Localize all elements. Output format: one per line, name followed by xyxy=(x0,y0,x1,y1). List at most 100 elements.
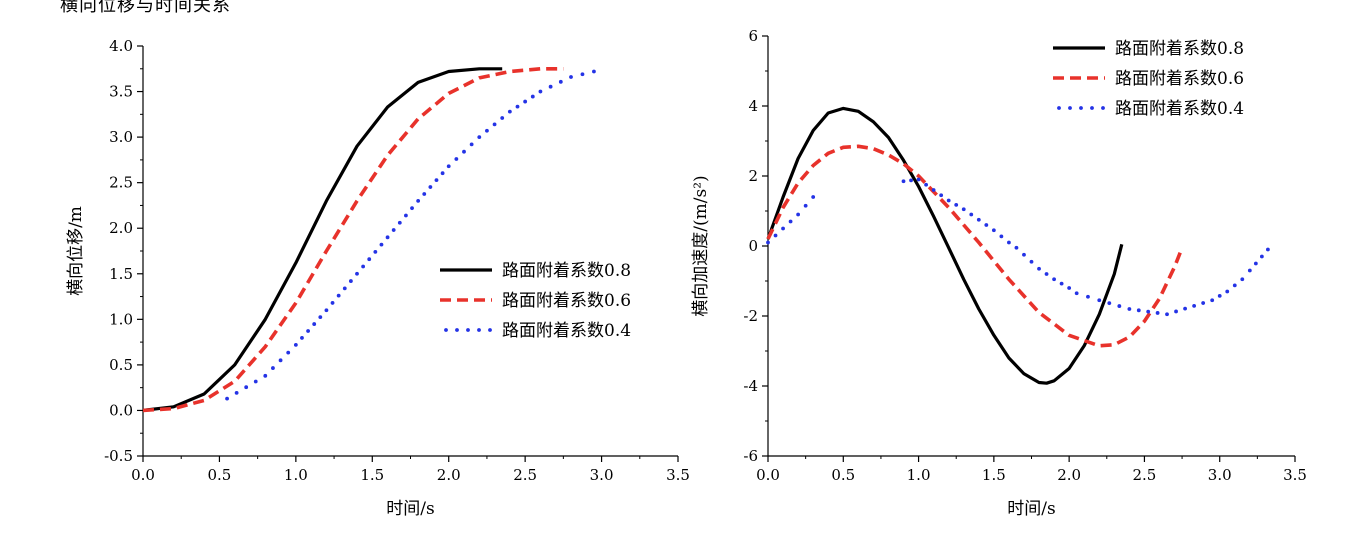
data-point xyxy=(788,219,793,224)
data-point xyxy=(286,350,291,355)
series-s08-line xyxy=(766,106,1124,385)
data-point xyxy=(1146,309,1151,314)
data-point xyxy=(931,188,936,192)
data-point xyxy=(1253,261,1258,266)
data-point xyxy=(766,240,770,245)
data-point xyxy=(330,301,335,305)
data-point xyxy=(1029,259,1034,264)
y-tick-label: 0 xyxy=(748,237,758,255)
data-point xyxy=(492,122,497,127)
data-point xyxy=(530,94,535,99)
legend-label-s04: 路面附着系数0.4 xyxy=(502,321,631,341)
data-point xyxy=(500,116,505,120)
data-point xyxy=(901,179,906,184)
data-point xyxy=(391,228,396,232)
legend: 路面附着系数0.8 路面附着系数0.6 路面附着系数0.4 xyxy=(1053,39,1244,119)
data-point xyxy=(1232,283,1237,288)
data-point xyxy=(385,235,390,240)
data-point xyxy=(1240,277,1245,282)
data-point xyxy=(580,72,585,77)
x-tick-label: 0.0 xyxy=(756,466,780,484)
top-caption: 横向位移与时间关系 xyxy=(60,0,231,16)
data-point xyxy=(410,206,414,211)
legend-label-s08: 路面附着系数0.8 xyxy=(502,261,631,281)
data-point xyxy=(1086,294,1090,299)
legend-swatch-dot xyxy=(1079,106,1083,110)
data-point xyxy=(355,271,359,276)
data-point xyxy=(306,329,310,333)
data-point xyxy=(1210,298,1215,303)
data-point xyxy=(263,373,268,378)
data-point xyxy=(1037,266,1041,271)
data-point xyxy=(454,157,459,161)
y-tick-label: 6 xyxy=(748,27,758,45)
series-s08-line xyxy=(142,67,503,412)
data-point xyxy=(916,177,921,182)
x-tick-label: 1.5 xyxy=(360,466,384,484)
x-tick-label: 3.0 xyxy=(590,466,614,484)
data-point xyxy=(558,79,563,84)
data-point xyxy=(342,286,347,291)
y-tick-label: 0.0 xyxy=(109,401,133,419)
data-point xyxy=(1022,252,1026,257)
data-point xyxy=(253,379,258,384)
x-tick-label: 1.5 xyxy=(982,466,1006,484)
data-point xyxy=(939,193,944,198)
y-tick-label: 3.0 xyxy=(109,128,133,146)
y-tick-label: 2.0 xyxy=(109,219,133,237)
data-point xyxy=(1007,240,1011,245)
data-point xyxy=(946,198,951,203)
legend-swatch-dot xyxy=(477,328,481,332)
data-point xyxy=(234,391,239,395)
data-point xyxy=(569,75,573,79)
data-point xyxy=(1067,286,1072,290)
data-point xyxy=(1117,304,1122,308)
legend-label-s08: 路面附着系数0.8 xyxy=(1115,39,1244,59)
data-point xyxy=(999,234,1004,239)
data-point xyxy=(373,250,378,254)
legend-label-s04: 路面附着系数0.4 xyxy=(1115,99,1244,119)
data-point xyxy=(984,223,989,227)
data-point xyxy=(271,366,275,370)
y-tick-label: 2.5 xyxy=(109,174,133,192)
data-point xyxy=(924,182,928,187)
legend-swatch-dot xyxy=(455,328,459,332)
legend-swatch-dot xyxy=(466,328,470,332)
x-tick-label: 0.5 xyxy=(207,466,231,484)
x-tick-label: 0.5 xyxy=(831,466,855,484)
y-tick-label: -6 xyxy=(743,447,758,465)
data-point xyxy=(1059,281,1064,286)
data-point xyxy=(462,149,466,154)
data-point xyxy=(446,164,451,169)
data-point xyxy=(1183,306,1187,311)
x-tick-label: 3.5 xyxy=(666,466,690,484)
y-tick-label: -0.5 xyxy=(104,447,133,465)
data-point xyxy=(1247,268,1252,273)
data-point xyxy=(969,212,974,217)
y-axis-title: 横向加速度/(m/s²) xyxy=(691,175,711,316)
y-tick-label: -2 xyxy=(743,307,758,325)
data-point xyxy=(507,109,512,114)
data-point xyxy=(1174,309,1178,314)
data-point xyxy=(1136,308,1141,313)
x-tick-label: 1.0 xyxy=(284,466,308,484)
data-point xyxy=(1192,303,1197,308)
data-point xyxy=(312,322,317,326)
data-point xyxy=(477,135,482,140)
x-tick-label: 0.0 xyxy=(131,466,155,484)
data-point xyxy=(1259,254,1264,259)
x-tick-label: 1.0 xyxy=(907,466,931,484)
data-point xyxy=(515,104,520,109)
x-axis-title: 时间/s xyxy=(386,499,434,519)
data-point xyxy=(1107,301,1112,306)
data-point xyxy=(1265,247,1270,252)
data-point xyxy=(781,226,785,231)
data-point xyxy=(1155,311,1160,315)
legend-swatch-dot xyxy=(1101,106,1105,110)
data-point xyxy=(440,171,445,176)
data-point xyxy=(1165,312,1169,317)
data-point xyxy=(324,308,329,313)
data-point xyxy=(523,99,528,104)
legend-swatch-dot xyxy=(488,328,492,332)
